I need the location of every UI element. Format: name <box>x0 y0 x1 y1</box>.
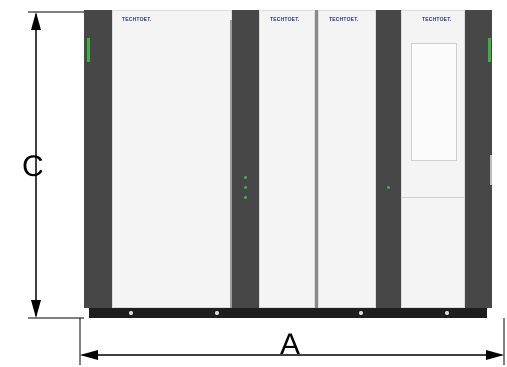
brand-logo-3: TECHTOET. <box>329 17 359 23</box>
divider-1 <box>232 10 259 308</box>
foot-3 <box>359 311 363 315</box>
brand-logo-1: TECHTOET. <box>122 17 152 23</box>
status-led-4 <box>387 186 390 189</box>
cabinet-1-panel: TECHTOET. <box>112 10 232 308</box>
cabinet-2-panel: TECHTOET. <box>259 10 315 308</box>
display-screen <box>411 43 457 161</box>
dim-c-arrow-bottom <box>31 300 41 318</box>
dim-a-arrow-left <box>80 350 98 360</box>
dimension-label-c: C <box>22 150 44 183</box>
side-port <box>490 155 492 185</box>
left-indicator-strip <box>87 38 90 62</box>
divider-2 <box>376 10 401 308</box>
cabinet-4-panel: TECHTOET. <box>401 10 465 308</box>
dim-c-arrow-top <box>31 12 41 30</box>
status-led-3 <box>244 196 247 199</box>
status-led-1 <box>244 176 247 179</box>
right-end-cap <box>465 10 492 308</box>
brand-logo-4: TECHTOET. <box>422 17 452 23</box>
dimension-label-a: A <box>280 328 301 361</box>
foot-4 <box>445 311 449 315</box>
right-indicator-strip <box>488 38 491 62</box>
dim-a-arrow-right <box>486 350 504 360</box>
foot-2 <box>215 311 219 315</box>
brand-logo-2: TECHTOET. <box>270 17 300 23</box>
cabinet-1-seam <box>230 20 232 308</box>
cabinet-assembly: TECHTOET. TECHTOET. TECHTOET. TECHTOET. <box>84 10 492 318</box>
status-led-2 <box>244 186 247 189</box>
cabinet-3-panel: TECHTOET. <box>318 10 376 308</box>
center-seam <box>315 10 318 308</box>
cabinet-4-lower-seam <box>402 197 464 198</box>
base-plinth <box>89 308 487 318</box>
foot-1 <box>129 311 133 315</box>
